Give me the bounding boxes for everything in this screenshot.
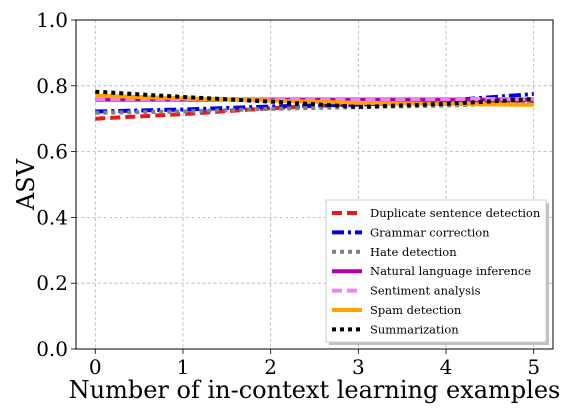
legend-label-5: Spam detection: [370, 303, 462, 317]
x-axis-label: Number of in-context learning examples: [69, 376, 561, 404]
y-tick-label: 0.2: [36, 271, 68, 295]
y-axis-label: ASV: [12, 158, 40, 211]
y-tick-label: 1.0: [36, 8, 68, 32]
legend-label-6: Summarization: [370, 322, 459, 336]
series-line-2: [95, 100, 534, 115]
x-tick-label: 0: [89, 355, 102, 379]
tick-layer: 0 1 2 3 4 5 0.0 0.2 0.4 0.6 0.8 1.0: [36, 8, 540, 379]
x-tick-label: 4: [440, 355, 453, 379]
y-tick-label: 0.8: [36, 74, 68, 98]
y-tick-label: 0.6: [36, 140, 68, 164]
y-tick-label: 0.0: [36, 337, 68, 361]
legend-box: [325, 199, 547, 343]
legend-label-1: Grammar correction: [370, 225, 490, 239]
y-tick-label: 0.4: [36, 205, 68, 229]
plot-frame: [75, 19, 554, 350]
x-tick-label: 2: [264, 355, 277, 379]
x-tick-label: 3: [352, 355, 365, 379]
x-tick-label: 1: [177, 355, 190, 379]
series-layer: [95, 89, 534, 121]
legend-label-2: Hate detection: [370, 245, 457, 259]
series-line-6: [95, 89, 534, 109]
x-tick-label: 5: [527, 355, 540, 379]
legend-label-3: Natural language inference: [370, 264, 531, 278]
legend-label-0: Duplicate sentence detection: [370, 206, 541, 220]
legend: Duplicate sentence detection Grammar corr…: [325, 199, 549, 345]
legend-label-4: Sentiment analysis: [370, 284, 481, 298]
